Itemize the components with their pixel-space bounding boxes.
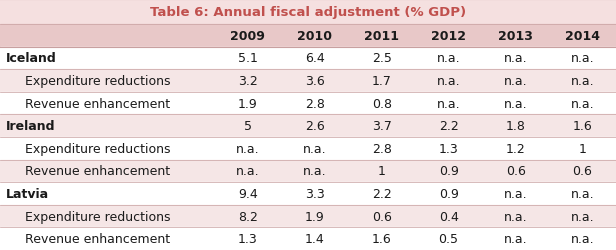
Text: 9.4: 9.4 <box>238 187 257 200</box>
Text: 1.4: 1.4 <box>305 232 325 245</box>
Text: 3.2: 3.2 <box>238 75 257 88</box>
Text: n.a.: n.a. <box>570 75 594 88</box>
Text: 2010: 2010 <box>297 30 332 43</box>
Bar <box>0 138 616 160</box>
Text: Revenue enhancement: Revenue enhancement <box>25 165 170 178</box>
Text: n.a.: n.a. <box>504 232 527 245</box>
Text: Expenditure reductions: Expenditure reductions <box>25 210 170 223</box>
Text: Expenditure reductions: Expenditure reductions <box>25 142 170 155</box>
Text: 0.6: 0.6 <box>573 165 593 178</box>
Text: n.a.: n.a. <box>504 210 527 223</box>
Text: 0.4: 0.4 <box>439 210 458 223</box>
Text: n.a.: n.a. <box>570 97 594 110</box>
Text: Table 6: Annual fiscal adjustment (% GDP): Table 6: Annual fiscal adjustment (% GDP… <box>150 6 466 19</box>
Text: 3.6: 3.6 <box>305 75 325 88</box>
Text: 0.9: 0.9 <box>439 187 458 200</box>
Text: 0.6: 0.6 <box>371 210 392 223</box>
Text: Expenditure reductions: Expenditure reductions <box>25 75 170 88</box>
Text: 1: 1 <box>378 165 386 178</box>
Text: Iceland: Iceland <box>6 52 57 65</box>
Text: 1.3: 1.3 <box>439 142 458 155</box>
Text: 5: 5 <box>244 120 252 133</box>
Text: n.a.: n.a. <box>570 52 594 65</box>
Text: n.a.: n.a. <box>236 165 259 178</box>
Text: 1.9: 1.9 <box>238 97 257 110</box>
Text: 1.7: 1.7 <box>371 75 392 88</box>
Text: n.a.: n.a. <box>504 75 527 88</box>
Text: n.a.: n.a. <box>570 210 594 223</box>
Text: 8.2: 8.2 <box>238 210 257 223</box>
Text: 2012: 2012 <box>431 30 466 43</box>
Text: Latvia: Latvia <box>6 187 49 200</box>
Text: 0.9: 0.9 <box>439 165 458 178</box>
Text: Revenue enhancement: Revenue enhancement <box>25 232 170 245</box>
Text: 2.2: 2.2 <box>372 187 392 200</box>
Text: n.a.: n.a. <box>570 232 594 245</box>
Text: 2.5: 2.5 <box>371 52 392 65</box>
Text: n.a.: n.a. <box>303 142 326 155</box>
Text: 2.8: 2.8 <box>305 97 325 110</box>
Text: n.a.: n.a. <box>504 97 527 110</box>
Text: Revenue enhancement: Revenue enhancement <box>25 97 170 110</box>
Text: 2.6: 2.6 <box>305 120 325 133</box>
Text: 5.1: 5.1 <box>238 52 257 65</box>
Bar <box>0 205 616 228</box>
Text: n.a.: n.a. <box>236 142 259 155</box>
Text: n.a.: n.a. <box>437 75 460 88</box>
Bar <box>0 92 616 115</box>
Bar <box>0 115 616 138</box>
Text: n.a.: n.a. <box>437 52 460 65</box>
Text: Ireland: Ireland <box>6 120 55 133</box>
Text: 1: 1 <box>578 142 586 155</box>
Text: 2014: 2014 <box>565 30 600 43</box>
Bar <box>0 48 616 70</box>
Bar <box>0 70 616 92</box>
Text: 3.3: 3.3 <box>305 187 325 200</box>
Text: 0.8: 0.8 <box>371 97 392 110</box>
Bar <box>0 160 616 182</box>
Text: 1.6: 1.6 <box>372 232 392 245</box>
Text: n.a.: n.a. <box>437 97 460 110</box>
Bar <box>0 228 616 250</box>
Text: n.a.: n.a. <box>303 165 326 178</box>
Text: 2.2: 2.2 <box>439 120 458 133</box>
Text: 2013: 2013 <box>498 30 533 43</box>
Text: 3.7: 3.7 <box>371 120 392 133</box>
Text: n.a.: n.a. <box>570 187 594 200</box>
Text: 0.5: 0.5 <box>439 232 458 245</box>
Bar <box>0 0 616 25</box>
Text: 2009: 2009 <box>230 30 265 43</box>
Text: n.a.: n.a. <box>504 187 527 200</box>
Bar <box>0 182 616 205</box>
Text: 6.4: 6.4 <box>305 52 325 65</box>
Text: 1.3: 1.3 <box>238 232 257 245</box>
Bar <box>0 25 616 48</box>
Text: n.a.: n.a. <box>504 52 527 65</box>
Text: 2.8: 2.8 <box>371 142 392 155</box>
Text: 2011: 2011 <box>364 30 399 43</box>
Text: 1.2: 1.2 <box>506 142 525 155</box>
Text: 1.9: 1.9 <box>305 210 325 223</box>
Text: 0.6: 0.6 <box>506 165 525 178</box>
Text: 1.6: 1.6 <box>573 120 593 133</box>
Text: 1.8: 1.8 <box>506 120 525 133</box>
